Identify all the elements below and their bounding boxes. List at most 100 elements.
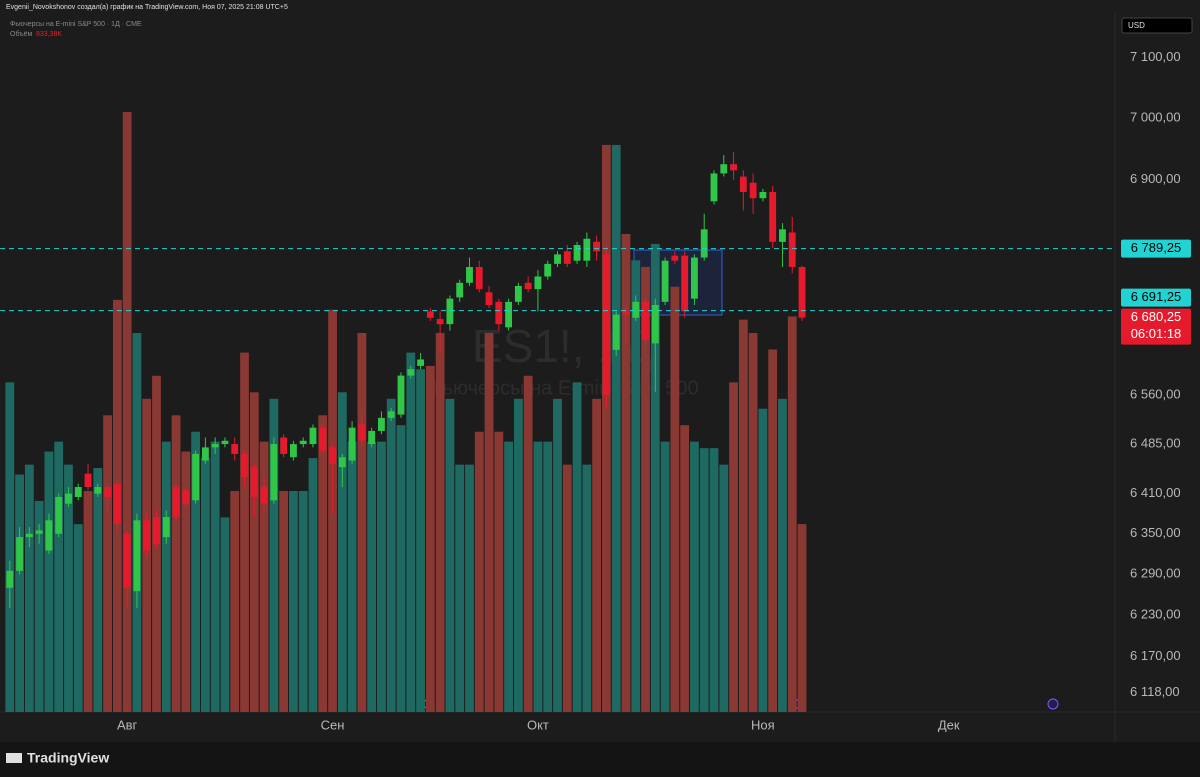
volume-bar xyxy=(425,365,435,712)
candle-body xyxy=(505,301,513,328)
volume-bar xyxy=(416,369,425,712)
volume-bar xyxy=(670,286,680,712)
candle-body xyxy=(514,285,522,302)
price-line-label: 6 691,25 xyxy=(1131,289,1182,304)
candle-body xyxy=(779,229,786,242)
volume-bar xyxy=(631,260,641,712)
x-tick-label: Сен xyxy=(321,717,345,732)
candle-body xyxy=(358,424,366,441)
candle-body xyxy=(739,176,747,192)
brand-logo: TradingView xyxy=(6,750,109,766)
x-tick-label: Ноя xyxy=(751,717,775,732)
volume-bar xyxy=(200,458,210,712)
volume-bar xyxy=(680,425,690,712)
y-tick-label: 6 560,00 xyxy=(1130,386,1181,401)
volume-bar xyxy=(337,392,347,712)
candle-body xyxy=(524,282,532,290)
volume-bar xyxy=(220,517,230,712)
candle-body xyxy=(426,311,434,318)
legend-title: Фьючерсы на E-mini S&P 500 · 1Д · CME xyxy=(10,21,142,28)
candle-body xyxy=(162,517,170,538)
candle-body xyxy=(446,298,454,325)
volume-bar xyxy=(298,491,308,712)
volume-bar xyxy=(73,524,83,712)
candle-body xyxy=(153,517,160,544)
candle-body xyxy=(143,520,151,551)
volume-bar xyxy=(34,500,44,712)
volume-bar xyxy=(435,332,445,712)
candle-body xyxy=(74,487,82,497)
candle-body xyxy=(172,487,180,518)
candle-body xyxy=(700,229,708,258)
price-line-label: 6 789,25 xyxy=(1131,240,1182,255)
candle-body xyxy=(113,483,121,524)
volume-bar xyxy=(5,382,15,712)
y-tick-label: 6 290,00 xyxy=(1130,566,1181,581)
candle-body xyxy=(182,490,190,504)
candle-body xyxy=(544,263,552,277)
event-icon[interactable] xyxy=(1047,698,1059,710)
volume-bar xyxy=(602,144,611,712)
candle-body xyxy=(407,369,415,376)
candle-body xyxy=(368,430,376,445)
volume-bar xyxy=(44,451,54,712)
candle-body xyxy=(642,301,649,341)
volume-bar xyxy=(778,398,787,712)
volume-bar xyxy=(357,332,367,712)
candle-body xyxy=(94,487,102,494)
candle-body xyxy=(798,267,806,318)
candle-body xyxy=(211,444,219,448)
x-tick-label: Авг xyxy=(117,717,138,732)
volume-bar xyxy=(240,352,249,712)
candle-body xyxy=(612,314,620,350)
x-tick-label: Дек xyxy=(938,717,960,732)
candle-body xyxy=(270,444,278,501)
candle-body xyxy=(456,282,464,298)
volume-bar xyxy=(455,464,465,712)
volume-bar xyxy=(768,349,778,712)
volume-bar xyxy=(122,111,132,712)
candle-body xyxy=(710,173,718,202)
volume-bar xyxy=(484,332,494,712)
volume-bar xyxy=(161,441,171,712)
volume-bar xyxy=(660,441,670,712)
candle-body xyxy=(759,191,767,199)
volume-bar xyxy=(386,398,396,712)
volume-bar xyxy=(592,398,602,712)
x-tick-label: Окт xyxy=(527,717,549,732)
volume-bar xyxy=(543,441,553,712)
volume-bar xyxy=(553,398,562,712)
candle-body xyxy=(730,164,737,171)
currency[interactable]: USD xyxy=(1128,21,1145,30)
candle-body xyxy=(691,257,698,299)
volume-bar xyxy=(699,448,709,712)
y-tick-label: 7 100,00 xyxy=(1130,49,1181,64)
candle-body xyxy=(622,311,630,315)
candle-body xyxy=(788,232,796,268)
y-tick-label: 6 900,00 xyxy=(1130,171,1181,186)
y-tick-label: 7 000,00 xyxy=(1130,110,1181,125)
volume-bar xyxy=(445,398,455,712)
volume-bar xyxy=(690,441,699,712)
candle-body xyxy=(231,444,239,454)
candle-body xyxy=(651,305,659,344)
countdown: 06:01:18 xyxy=(1131,326,1182,341)
candle-body xyxy=(338,457,346,468)
volume-bar xyxy=(103,415,112,712)
volume-bar xyxy=(582,464,592,712)
candle-body xyxy=(55,496,63,534)
currency-box[interactable] xyxy=(1121,17,1193,34)
candle-body xyxy=(593,241,601,252)
candle-body xyxy=(45,520,53,551)
candle-body xyxy=(475,267,483,290)
candle-body xyxy=(720,164,728,174)
candle-body xyxy=(299,440,307,445)
candle-body xyxy=(309,427,317,445)
candle-body xyxy=(260,487,268,504)
volume-bar xyxy=(191,431,201,712)
candle-body xyxy=(417,359,424,366)
volume-bar xyxy=(367,441,377,712)
volume-bar xyxy=(318,415,328,712)
volume-bar xyxy=(523,375,533,712)
